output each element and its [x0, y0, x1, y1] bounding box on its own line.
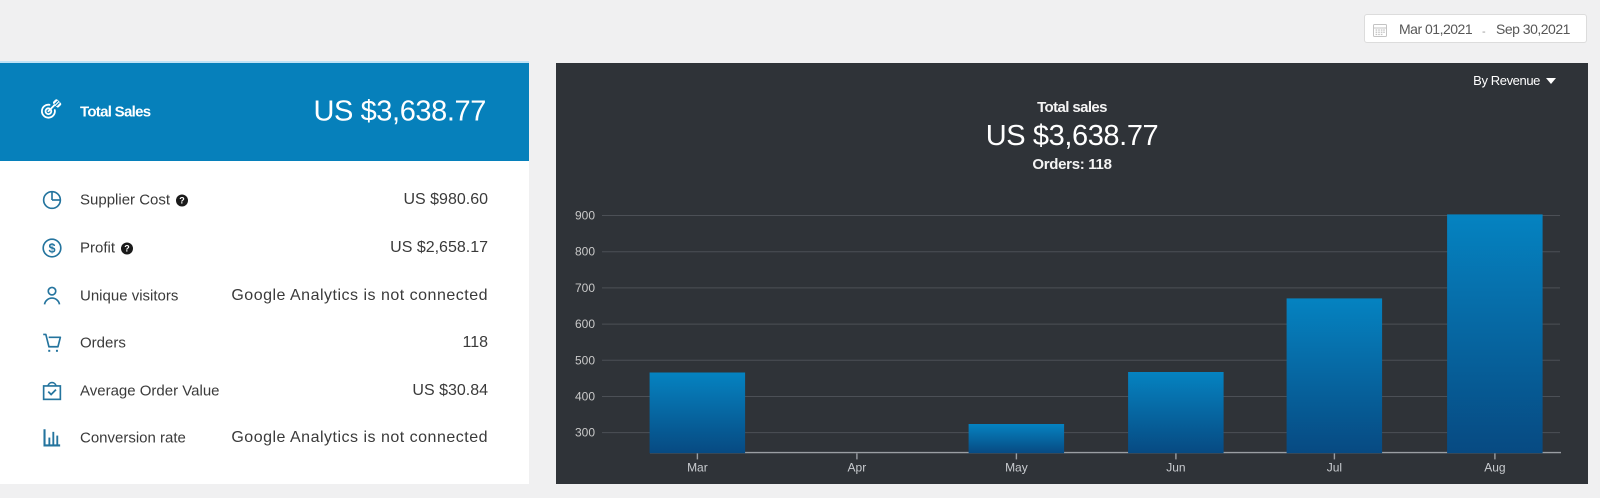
svg-text:Apr: Apr	[848, 461, 867, 475]
svg-text:May: May	[1005, 461, 1028, 475]
svg-text:Jul: Jul	[1327, 461, 1342, 475]
svg-text:300: 300	[575, 426, 595, 440]
svg-text:Mar: Mar	[687, 461, 708, 475]
svg-text:$: $	[48, 242, 55, 256]
svg-text:700: 700	[575, 281, 595, 295]
svg-text:400: 400	[575, 390, 595, 404]
svg-text:900: 900	[575, 209, 595, 223]
svg-text:800: 800	[575, 245, 595, 259]
svg-text:600: 600	[575, 317, 595, 331]
svg-text:500: 500	[575, 353, 595, 367]
svg-text:Aug: Aug	[1484, 461, 1505, 475]
svg-text:Jun: Jun	[1166, 461, 1185, 475]
